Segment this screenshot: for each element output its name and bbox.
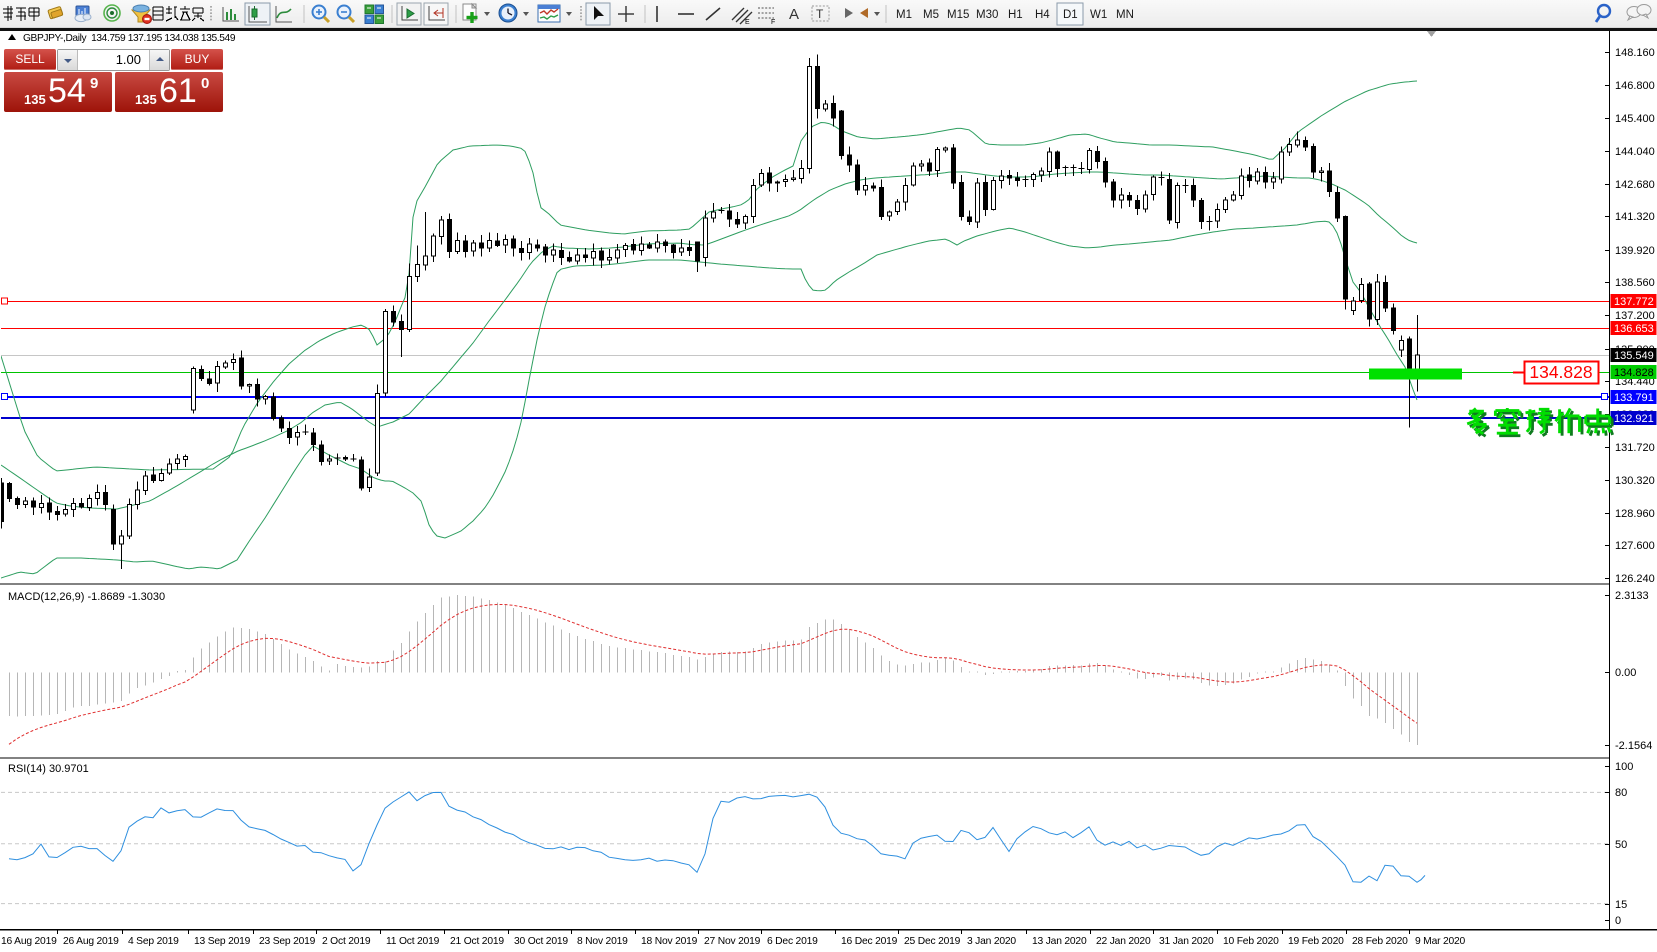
svg-text:148.160: 148.160 [1615, 47, 1655, 59]
svg-text:F: F [771, 19, 775, 26]
svg-text:W1: W1 [1090, 9, 1107, 21]
svg-text:-2.1564: -2.1564 [1615, 740, 1652, 752]
svg-text:30 Oct 2019: 30 Oct 2019 [514, 936, 568, 947]
svg-text:MN: MN [1116, 9, 1134, 21]
svg-text:16 Dec 2019: 16 Dec 2019 [841, 936, 898, 947]
svg-text:146.800: 146.800 [1615, 80, 1655, 92]
svg-text:D1: D1 [1063, 9, 1078, 21]
svg-text:10 Feb 2020: 10 Feb 2020 [1223, 936, 1279, 947]
svg-text:E: E [745, 19, 750, 26]
svg-text:145.400: 145.400 [1615, 113, 1655, 125]
svg-text:15: 15 [1615, 899, 1627, 911]
svg-text:4 Sep 2019: 4 Sep 2019 [128, 936, 179, 947]
svg-text:137.772: 137.772 [1614, 296, 1654, 308]
svg-text:13 Sep 2019: 13 Sep 2019 [194, 936, 251, 947]
svg-text:135.549: 135.549 [1614, 350, 1654, 362]
svg-text:136.653: 136.653 [1614, 323, 1654, 335]
svg-text:8 Nov 2019: 8 Nov 2019 [577, 936, 628, 947]
svg-text:23 Sep 2019: 23 Sep 2019 [259, 936, 316, 947]
svg-text:31 Jan 2020: 31 Jan 2020 [1159, 936, 1214, 947]
svg-text:28 Feb 2020: 28 Feb 2020 [1352, 936, 1408, 947]
svg-text:25 Dec 2019: 25 Dec 2019 [904, 936, 961, 947]
svg-text:MACD(12,26,9) -1.8689 -1.3030: MACD(12,26,9) -1.8689 -1.3030 [8, 591, 165, 603]
svg-text:0: 0 [1615, 915, 1621, 927]
svg-text:2 Oct 2019: 2 Oct 2019 [322, 936, 371, 947]
svg-text:16 Aug 2019: 16 Aug 2019 [1, 936, 57, 947]
svg-text:131.720: 131.720 [1615, 442, 1655, 454]
svg-text:138.560: 138.560 [1615, 277, 1655, 289]
svg-text:100: 100 [1615, 761, 1633, 773]
svg-text:133.791: 133.791 [1614, 392, 1654, 404]
svg-text:21 Oct 2019: 21 Oct 2019 [450, 936, 504, 947]
svg-text:27 Nov 2019: 27 Nov 2019 [704, 936, 761, 947]
svg-text:M15: M15 [947, 9, 969, 21]
svg-text:141.320: 141.320 [1615, 211, 1655, 223]
svg-text:134.828: 134.828 [1529, 362, 1592, 382]
svg-text:139.920: 139.920 [1615, 245, 1655, 257]
svg-text:T: T [816, 7, 824, 21]
svg-text:0.00: 0.00 [1615, 667, 1636, 679]
svg-text:26 Aug 2019: 26 Aug 2019 [63, 936, 119, 947]
svg-text:RSI(14) 30.9701: RSI(14) 30.9701 [8, 763, 89, 775]
svg-text:132.921: 132.921 [1614, 413, 1654, 425]
svg-text:126.240: 126.240 [1615, 573, 1655, 585]
svg-text:3 Jan 2020: 3 Jan 2020 [967, 936, 1016, 947]
svg-text:134.828: 134.828 [1614, 367, 1654, 379]
svg-text:18 Nov 2019: 18 Nov 2019 [641, 936, 698, 947]
svg-text:22 Jan 2020: 22 Jan 2020 [1096, 936, 1151, 947]
svg-text:144.040: 144.040 [1615, 146, 1655, 158]
svg-text:H1: H1 [1008, 9, 1023, 21]
svg-text:128.960: 128.960 [1615, 508, 1655, 520]
svg-text:130.320: 130.320 [1615, 475, 1655, 487]
svg-text:137.200: 137.200 [1615, 310, 1655, 322]
svg-text:H4: H4 [1035, 9, 1050, 21]
svg-text:19 Feb 2020: 19 Feb 2020 [1288, 936, 1344, 947]
svg-text:M1: M1 [896, 9, 912, 21]
svg-text:13 Jan 2020: 13 Jan 2020 [1032, 936, 1087, 947]
svg-text:2.3133: 2.3133 [1615, 590, 1649, 602]
svg-text:A: A [789, 6, 799, 23]
svg-text:6 Dec 2019: 6 Dec 2019 [767, 936, 818, 947]
svg-text:127.600: 127.600 [1615, 540, 1655, 552]
svg-text:50: 50 [1615, 839, 1627, 851]
svg-text:142.680: 142.680 [1615, 179, 1655, 191]
svg-text:9 Mar 2020: 9 Mar 2020 [1415, 936, 1466, 947]
svg-text:M5: M5 [923, 9, 939, 21]
svg-text:11 Oct 2019: 11 Oct 2019 [386, 936, 440, 947]
svg-text:80: 80 [1615, 787, 1627, 799]
svg-text:M30: M30 [976, 9, 998, 21]
